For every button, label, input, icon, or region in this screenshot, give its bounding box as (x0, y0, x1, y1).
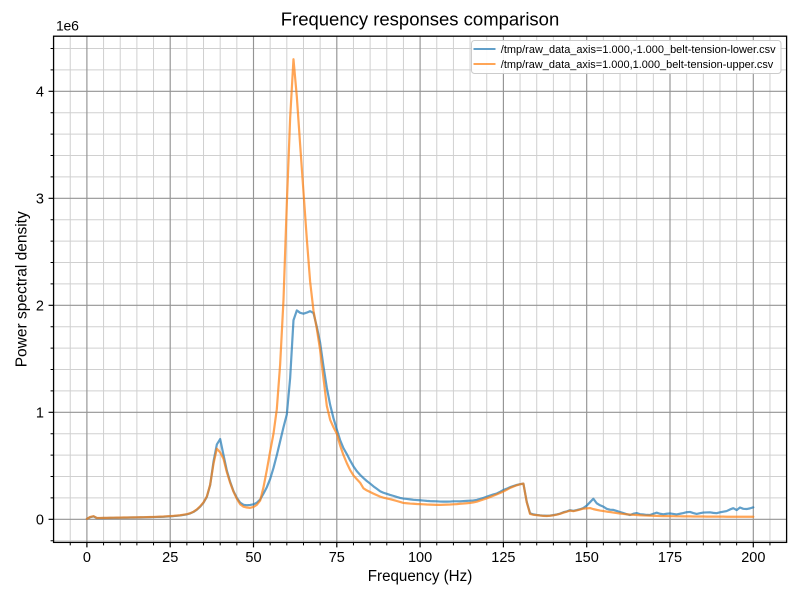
svg-text:Frequency responses comparison: Frequency responses comparison (281, 9, 560, 30)
svg-text:25: 25 (162, 550, 178, 566)
svg-text:/tmp/raw_data_axis=1.000,-1.00: /tmp/raw_data_axis=1.000,-1.000_belt-ten… (501, 44, 776, 56)
svg-text:Power spectral density: Power spectral density (14, 211, 31, 367)
svg-text:2: 2 (36, 299, 44, 315)
svg-text:100: 100 (408, 550, 432, 566)
svg-text:3: 3 (36, 192, 44, 208)
svg-text:1: 1 (36, 406, 44, 422)
svg-text:1e6: 1e6 (56, 18, 79, 34)
svg-text:0: 0 (36, 513, 44, 529)
svg-text:0: 0 (83, 550, 91, 566)
svg-text:4: 4 (36, 85, 44, 101)
svg-text:50: 50 (245, 550, 261, 566)
svg-text:75: 75 (329, 550, 345, 566)
svg-text:/tmp/raw_data_axis=1.000,1.000: /tmp/raw_data_axis=1.000,1.000_belt-tens… (501, 59, 774, 71)
svg-text:125: 125 (491, 550, 515, 566)
svg-text:200: 200 (741, 550, 765, 566)
svg-text:150: 150 (575, 550, 599, 566)
svg-text:Frequency (Hz): Frequency (Hz) (368, 568, 473, 585)
svg-text:175: 175 (658, 550, 682, 566)
